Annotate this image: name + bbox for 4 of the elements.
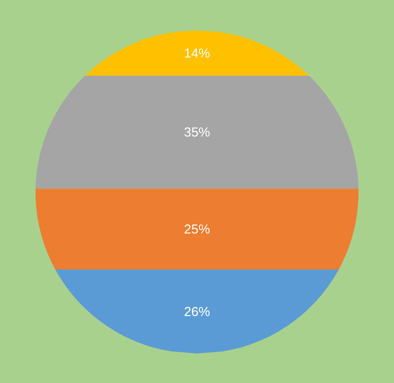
data-label: 26%: [184, 304, 210, 320]
data-label: 14%: [184, 46, 210, 61]
data-label: 35%: [184, 124, 210, 140]
data-label: 25%: [184, 222, 210, 237]
